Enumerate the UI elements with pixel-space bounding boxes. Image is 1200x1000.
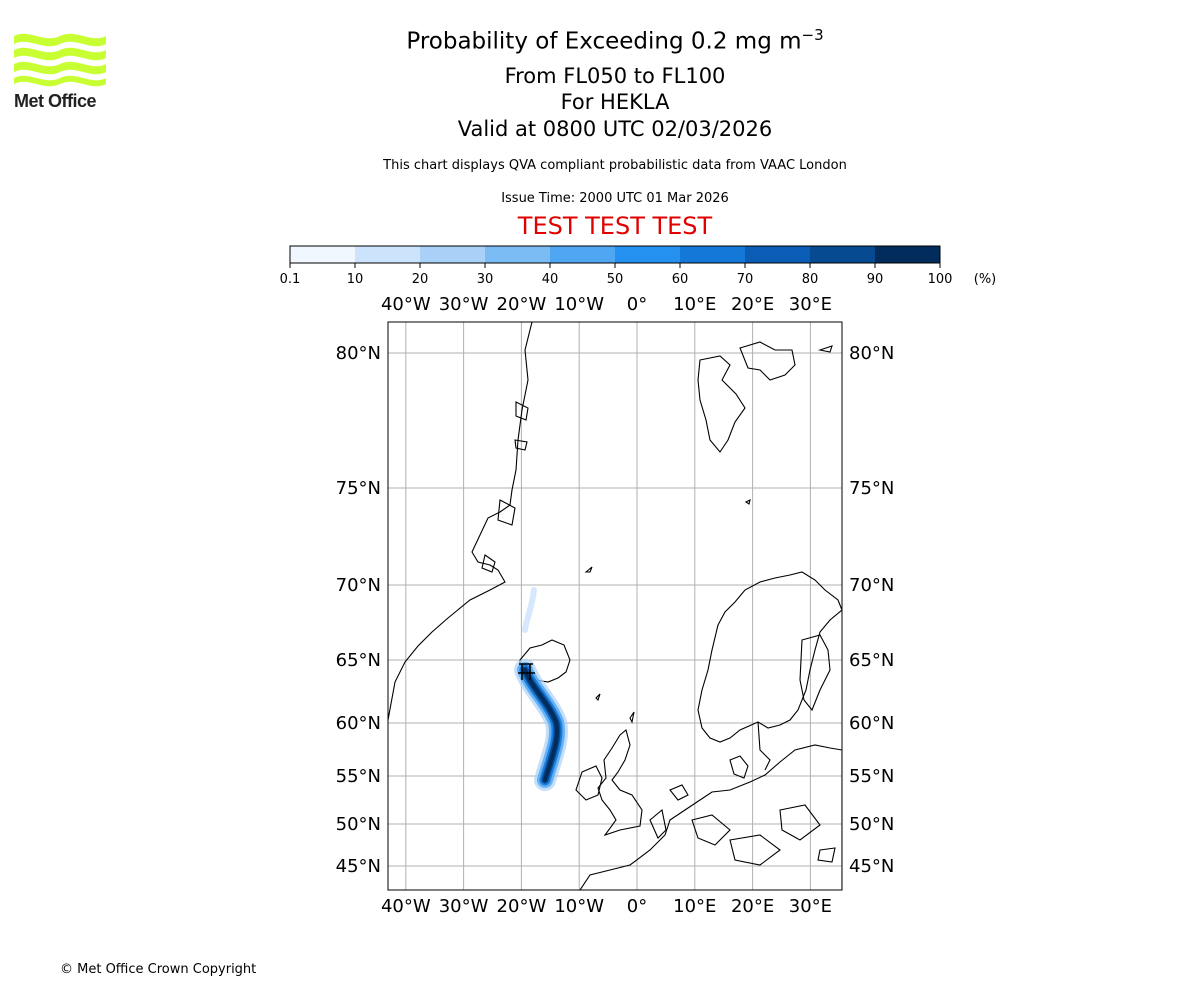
lon-label-top: 10°W [554,294,604,315]
lon-label-bottom: 20°E [731,896,774,917]
volcano-name: For HEKLA [560,90,670,114]
lat-label-right: 45°N [849,856,894,877]
lon-label-top: 20°E [731,294,774,315]
lat-label-right: 70°N [849,575,894,596]
colorbar-segment [355,246,421,263]
colorbar: 0.1 10 20 30 40 50 60 70 80 90 100 (%) [280,245,997,287]
lat-label-left: 50°N [336,814,381,835]
colorbar-tick-label: 90 [867,272,884,287]
lat-label-right: 50°N [849,814,894,835]
lat-label-right: 75°N [849,478,894,499]
lon-label-bottom: 10°E [673,896,716,917]
lon-label-bottom: 40°W [381,896,431,917]
colorbar-segment [420,246,486,263]
logo-text: Met Office [14,91,97,111]
colorbar-segment [615,246,681,263]
colorbar-segment [290,246,356,263]
lat-label-right: 65°N [849,650,894,671]
colorbar-tick-label: 40 [542,272,559,287]
lon-label-top: 40°W [381,294,431,315]
lon-label-top: 0° [627,294,647,315]
lon-label-bottom: 30°E [789,896,832,917]
lon-label-top: 30°W [439,294,489,315]
colorbar-tick-label: 60 [672,272,689,287]
colorbar-segment [485,246,551,263]
lon-label-bottom: 20°W [497,896,547,917]
valid-time: Valid at 0800 UTC 02/03/2026 [457,117,773,141]
colorbar-tick-label: 100 [928,272,953,287]
lon-label-bottom: 0° [627,896,647,917]
lat-label-left: 55°N [336,766,381,787]
test-banner: TEST TEST TEST [517,212,713,240]
colorbar-tick-label: 0.1 [280,272,301,287]
svalbard [697,355,746,453]
colorbar-tick-label: 20 [412,272,429,287]
map: 40°W 30°W 20°W 10°W 0° 10°E 20°E 30°E 40°W 30°W 2… [336,294,895,917]
colorbar-segment [550,246,616,263]
lon-label-bottom: 10°W [554,896,604,917]
lat-label-left: 60°N [336,713,381,734]
scandinavia [697,571,842,743]
lon-label-top: 30°E [789,294,832,315]
plume-band [523,668,559,782]
colorbar-tick-label: 50 [607,272,624,287]
lat-label-left: 45°N [336,856,381,877]
lat-label-left: 70°N [336,575,381,596]
lon-label-top: 10°E [673,294,716,315]
greenland-coast [388,322,533,721]
plume-band [522,587,537,633]
ash-probability-plume [514,587,568,791]
issue-time: Issue Time: 2000 UTC 01 Mar 2026 [501,191,729,206]
lat-label-left: 75°N [336,478,381,499]
lat-label-right: 60°N [849,713,894,734]
lat-label-right: 80°N [849,343,894,364]
copyright: © Met Office Crown Copyright [60,962,257,977]
colorbar-tick-label: 70 [737,272,754,287]
lat-label-right: 55°N [849,766,894,787]
chart-title: Probability of Exceeding 0.2 mg m−3 [406,26,824,55]
colorbar-unit: (%) [974,272,997,287]
colorbar-tick-label: 30 [477,272,494,287]
lat-label-left: 65°N [336,650,381,671]
source-marker [518,663,535,680]
coastlines [388,322,842,890]
great-britain [597,729,643,837]
flight-levels: From FL050 to FL100 [504,64,726,88]
colorbar-tick-label: 80 [802,272,819,287]
colorbar-segment [875,246,941,263]
colorbar-tick-label: 10 [347,272,364,287]
colorbar-segment [745,246,811,263]
lat-label-left: 80°N [336,343,381,364]
europe [579,744,842,890]
colorbar-segment [810,246,876,263]
lon-label-top: 20°W [497,294,547,315]
lon-label-bottom: 30°W [439,896,489,917]
colorbar-segment [680,246,746,263]
chart-note: This chart displays QVA compliant probab… [383,158,847,173]
met-office-logo [14,33,106,87]
ireland [575,765,603,801]
